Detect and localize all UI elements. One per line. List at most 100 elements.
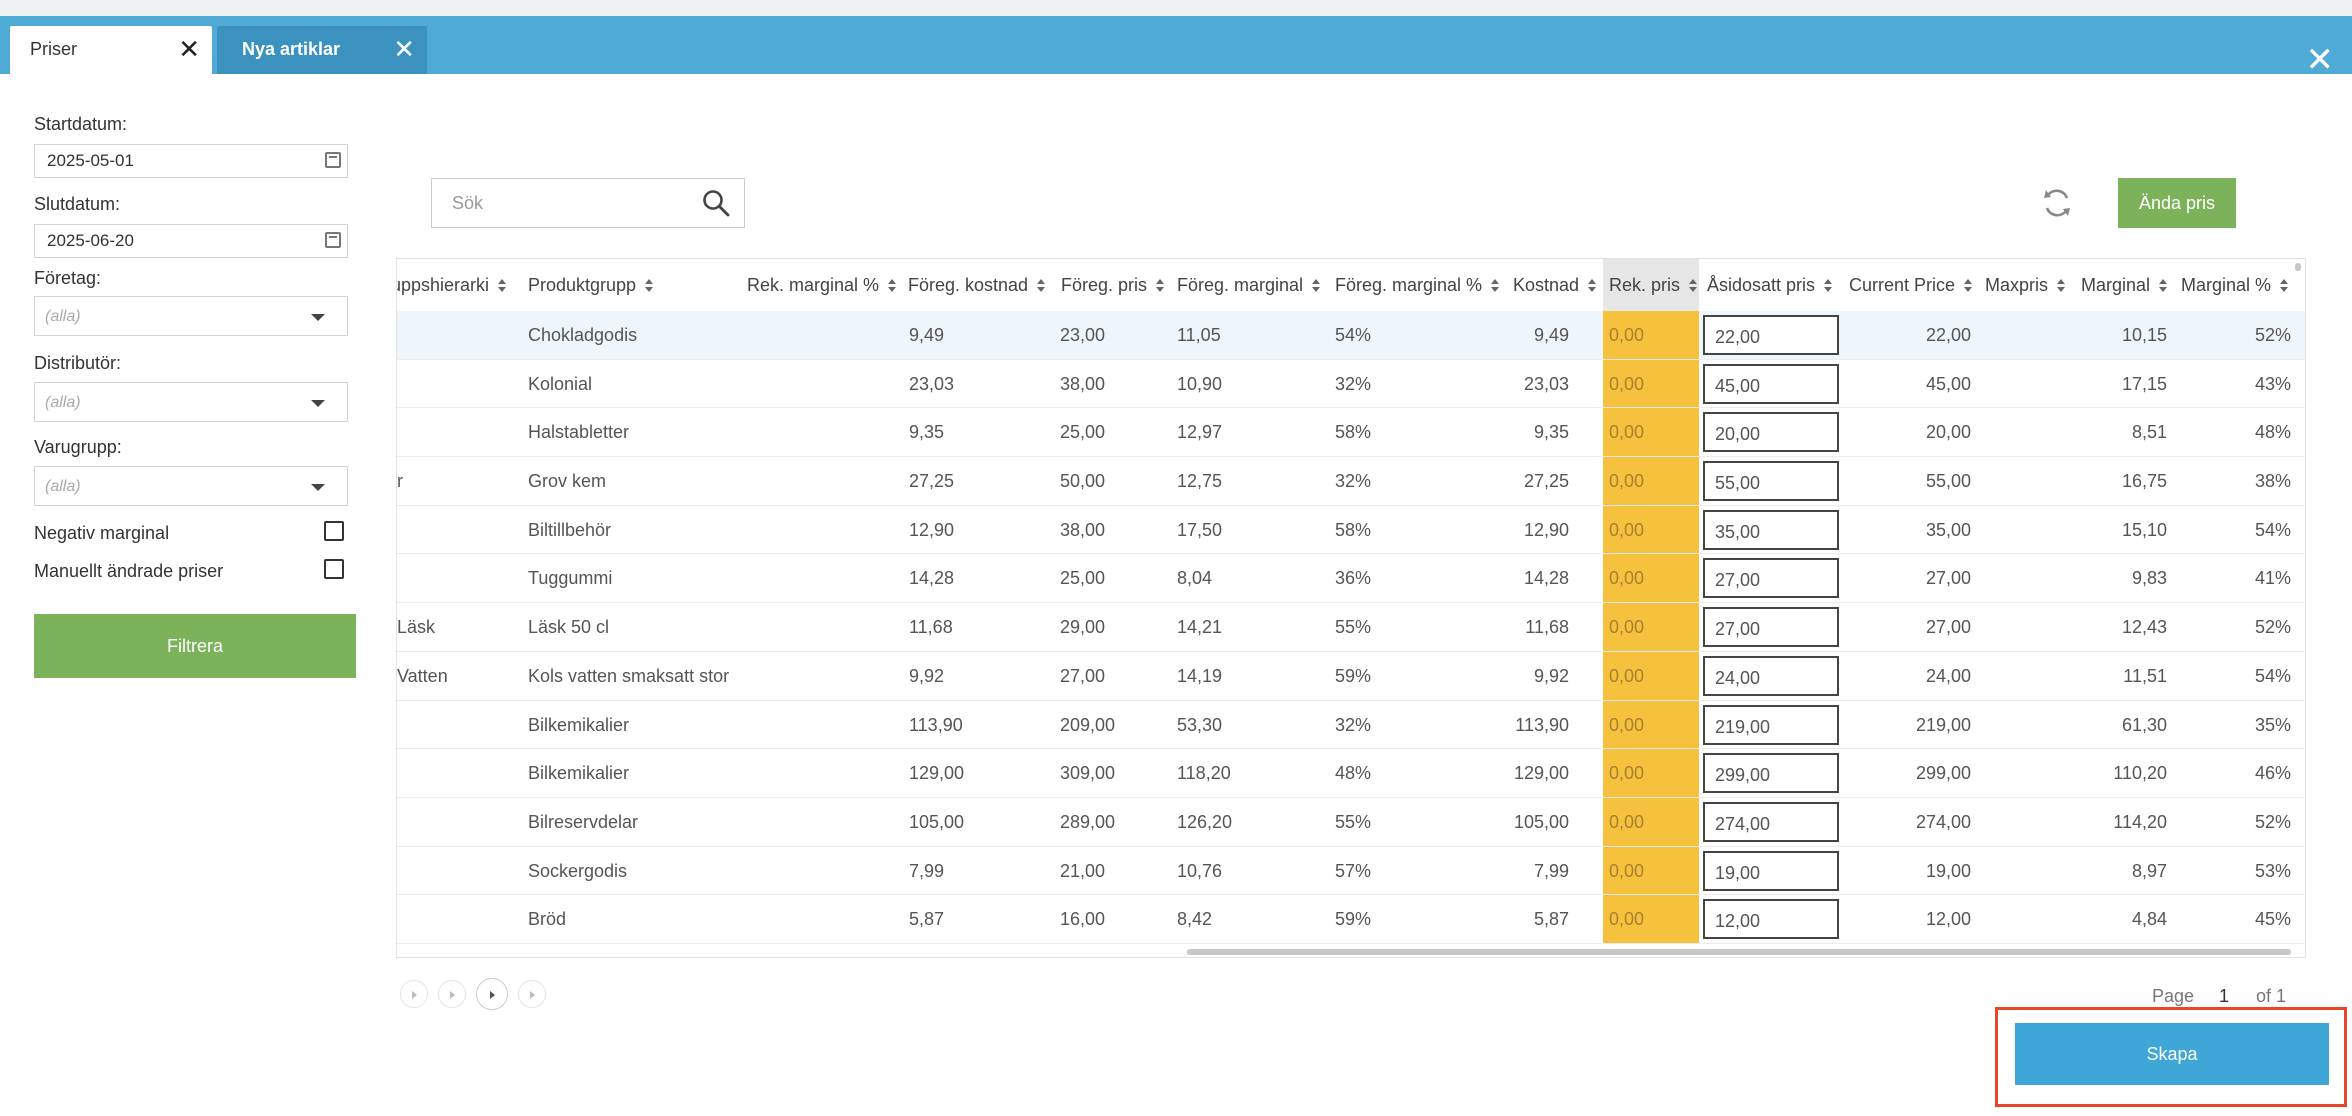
col-header-foreg-marginal[interactable]: Föreg. marginal [1177, 275, 1321, 296]
cell-marginal: 4,84 [2131, 909, 2167, 930]
cell-produktgrupp: Sockergodis [528, 860, 628, 881]
tab-priser[interactable]: Priser ✕ [10, 26, 212, 74]
tab-nya-artiklar-close-icon[interactable]: ✕ [393, 34, 415, 64]
table-row[interactable]: 0,00 Halstabletter 9,35 25,00 12,97 58% 9,35 20… [397, 408, 2305, 458]
cell-kostnad: 7,99 [1533, 860, 1569, 881]
manual-prices-checkbox[interactable] [324, 559, 344, 579]
override-price-input[interactable]: 19,00 [1703, 850, 1839, 891]
sort-icon [2056, 279, 2066, 293]
table-row[interactable]: 0,00 Kolonial 23,03 38,00 10,90 32% 23,03 45,00… [397, 359, 2305, 409]
calendar-icon[interactable] [325, 232, 341, 248]
override-price-input[interactable]: 12,00 [1703, 899, 1839, 940]
table-row[interactable]: 0,00 Bilreservdelar 105,00 289,00 126,20 55% 1… [397, 797, 2305, 847]
col-header-kostnad[interactable]: Kostnad [1513, 275, 1597, 296]
table-row[interactable]: 0,00 Bilkemikalier 129,00 309,00 118,20 48% 12… [397, 749, 2305, 798]
col-header-rek-pris[interactable]: Rek. pris [1609, 275, 1698, 296]
override-price-input[interactable]: 20,00 [1703, 412, 1839, 453]
override-price-input[interactable]: 274,00 [1703, 801, 1839, 842]
product-group-select[interactable]: (alla) [34, 466, 348, 506]
cell-kostnad: 129,00 [1513, 763, 1569, 784]
start-date-label: Startdatum: [34, 114, 128, 134]
col-header-rek-marginal[interactable]: Rek. marginal % [747, 275, 897, 296]
cell-marginal-pct: 54% [2254, 665, 2291, 686]
cell-rek-pris: 0,00 [1603, 846, 1699, 895]
table-row[interactable]: 0,00 Vatten Kols vatten smaksatt stor 9,92 2… [397, 651, 2305, 701]
table-row[interactable]: 0,00 Bilkemikalier 113,90 209,00 53,30 32% 113… [397, 700, 2305, 750]
cell-current-price: 12,00 [1925, 909, 1971, 930]
col-header-marginal[interactable]: Marginal [2081, 275, 2168, 296]
override-price-input[interactable]: 35,00 [1703, 509, 1839, 550]
col-header-produktgrupp[interactable]: Produktgrupp [528, 275, 654, 296]
table-row[interactable]: 0,00 r Grov kem 27,25 50,00 12,75 32% 27,25 55,0… [397, 457, 2305, 506]
cell-produktgrupp: Läsk 50 cl [528, 617, 610, 638]
col-header-current-price[interactable]: Current Price [1849, 275, 1973, 296]
calendar-icon[interactable] [325, 152, 341, 168]
cell-foreg-marginal: 10,76 [1177, 860, 1223, 881]
table-row[interactable]: 0,00 Sockergodis 7,99 21,00 10,76 57% 7,99 19,0… [397, 846, 2305, 896]
horizontal-scrollbar[interactable] [1187, 949, 2291, 955]
table-row[interactable]: 0,00 Chokladgodis 9,49 23,00 11,05 54% 9,49 22,… [397, 311, 2305, 360]
col-header-foreg-marginal-pct[interactable]: Föreg. marginal % [1335, 275, 1500, 296]
override-price-input[interactable]: 45,00 [1703, 363, 1839, 404]
search-icon[interactable] [702, 189, 730, 217]
tab-priser-close-icon[interactable]: ✕ [178, 34, 200, 64]
cell-rek-pris: 0,00 [1603, 749, 1699, 797]
table-row[interactable]: 0,00 Bröd 5,87 16,00 8,42 59% 5,87 12,00 4,84 45%… [397, 895, 2305, 944]
override-price-input[interactable]: 22,00 [1703, 315, 1839, 355]
last-page-icon[interactable] [518, 980, 546, 1008]
prev-page-icon[interactable] [438, 980, 466, 1008]
product-group-label: Varugrupp: [34, 437, 122, 457]
cell-foreg-marginal: 17,50 [1177, 519, 1223, 540]
company-select[interactable]: (alla) [34, 296, 348, 336]
override-price-input[interactable]: 27,00 [1703, 607, 1839, 648]
col-header-foreg-pris[interactable]: Föreg. pris [1061, 275, 1165, 296]
col-header-marginal-pct[interactable]: Marginal % [2181, 275, 2289, 296]
rek-pris-value: 0,00 [1609, 422, 1645, 443]
cell-current-price: 274,00 [1915, 811, 1971, 832]
tab-nya-artiklar[interactable]: Nya artiklar ✕ [217, 26, 427, 74]
cell-foreg-marginal-pct: 48% [1335, 763, 1372, 784]
negative-margin-checkbox[interactable] [324, 521, 344, 541]
override-price-input[interactable]: 219,00 [1703, 704, 1839, 745]
distributor-select[interactable]: (alla) [34, 382, 348, 422]
vertical-scrollbar[interactable] [2295, 263, 2301, 271]
cell-foreg-marginal-pct: 54% [1335, 325, 1372, 345]
cell-current-price: 19,00 [1925, 860, 1971, 881]
filter-button[interactable]: Filtrera [34, 614, 356, 678]
col-header-maxpris[interactable]: Maxpris [1985, 275, 2066, 296]
cell-rek-pris: 0,00 [1603, 651, 1699, 700]
cell-marginal: 16,75 [2121, 471, 2167, 492]
rek-pris-value: 0,00 [1609, 860, 1645, 881]
start-date-input[interactable]: 2025-05-01 [34, 144, 348, 178]
cell-current-price: 299,00 [1915, 763, 1971, 784]
cell-rek-pris: 0,00 [1603, 895, 1699, 943]
page-number-input[interactable]: 1 [2212, 986, 2236, 1008]
search-box[interactable]: Sök [431, 178, 745, 228]
create-button[interactable]: Skapa [2015, 1023, 2329, 1085]
override-price-input[interactable]: 299,00 [1703, 753, 1839, 794]
override-price-input[interactable]: 55,00 [1703, 461, 1839, 502]
table-row[interactable]: 0,00 Tuggummi 14,28 25,00 8,04 36% 14,28 27,00 9… [397, 554, 2305, 604]
table-row[interactable]: 0,00 Läsk Läsk 50 cl 11,68 29,00 14,21 55% 11,6… [397, 603, 2305, 652]
change-price-button[interactable]: Ända pris [2118, 178, 2236, 228]
cell-hierarchy: r [397, 471, 403, 492]
col-header-hierarchy[interactable]: uppshierarki [397, 275, 507, 296]
window-close-icon[interactable]: ✕ [2305, 41, 2335, 79]
col-header-foreg-kostnad[interactable]: Föreg. kostnad [908, 275, 1046, 296]
rek-pris-value: 0,00 [1609, 811, 1645, 832]
end-date-input[interactable]: 2025-06-20 [34, 224, 348, 258]
override-price-input[interactable]: 27,00 [1703, 558, 1839, 599]
table-row[interactable]: 0,00 Biltillbehör 12,90 38,00 17,50 58% 12,90 3… [397, 505, 2305, 555]
rek-pris-value: 0,00 [1609, 568, 1645, 589]
sort-icon [1587, 279, 1597, 293]
col-header-asidosatt-pris[interactable]: Åsidosatt pris [1707, 275, 1833, 296]
refresh-icon[interactable] [2040, 186, 2074, 220]
sort-icon [497, 279, 507, 293]
override-price-input[interactable]: 24,00 [1703, 655, 1839, 696]
cell-current-price: 22,00 [1925, 325, 1971, 345]
first-page-icon[interactable] [400, 980, 428, 1008]
cell-foreg-kostnad: 27,25 [909, 471, 955, 492]
next-page-icon[interactable] [476, 978, 508, 1010]
cell-marginal-pct: 45% [2254, 909, 2291, 930]
cell-produktgrupp: Chokladgodis [528, 325, 638, 345]
